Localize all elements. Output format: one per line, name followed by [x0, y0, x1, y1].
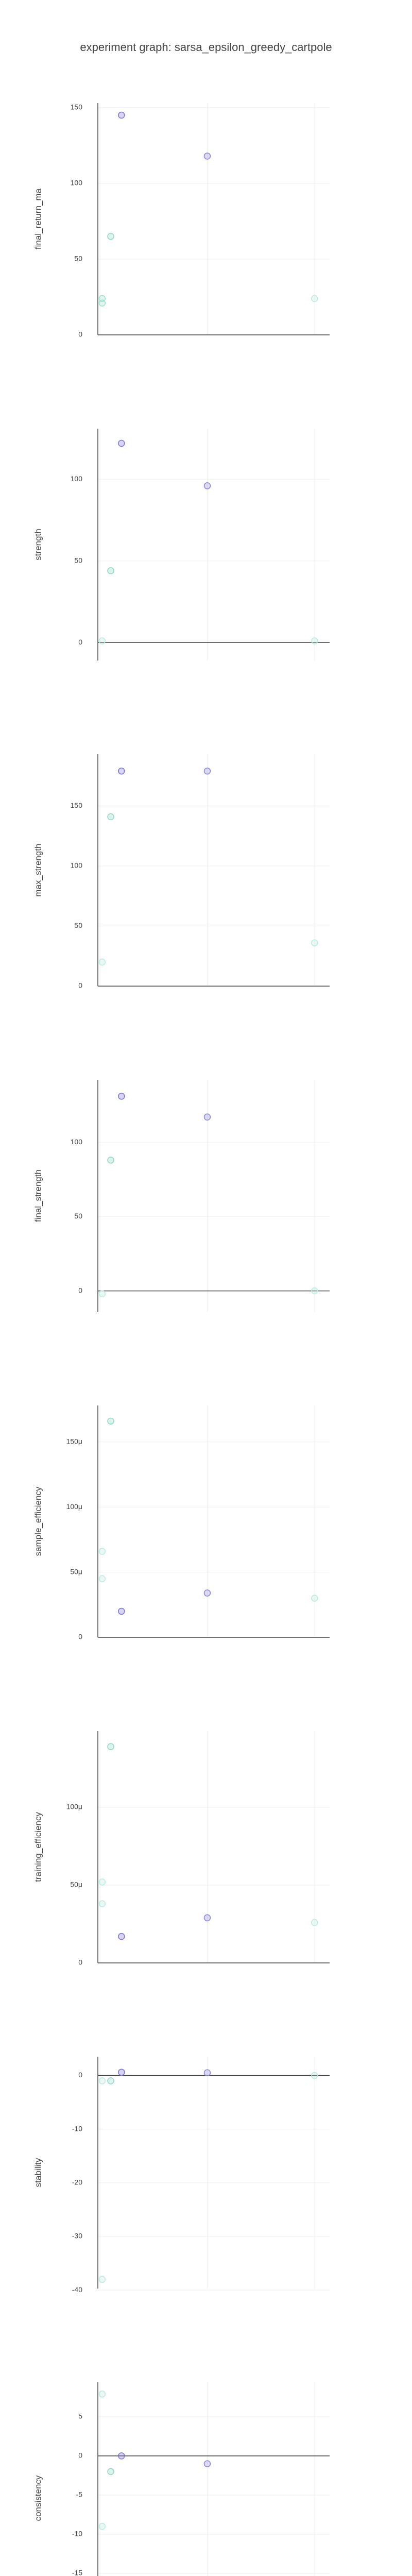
y-tick-label: 150 — [71, 103, 83, 111]
point — [311, 939, 318, 946]
y-tick-label: -20 — [72, 2178, 82, 2186]
y-tick-label: 0 — [78, 1958, 82, 1967]
point — [98, 2276, 106, 2283]
y-axis-label: training_efficiency — [33, 1812, 43, 1882]
y-tick-label: 0 — [78, 1633, 82, 1641]
y-axis-label: sample_efficiency — [33, 1486, 43, 1556]
y-tick-label: -40 — [72, 2285, 82, 2294]
point — [203, 1113, 211, 1121]
point — [118, 2069, 125, 2076]
point — [311, 2072, 318, 2079]
y-tick-label: 50 — [74, 1212, 82, 1220]
point — [98, 1290, 106, 1298]
point — [311, 295, 318, 302]
y-tick-label: 0 — [78, 638, 82, 646]
point — [98, 1878, 106, 1886]
y-tick-label: 150μ — [66, 1437, 82, 1445]
point — [98, 2391, 106, 2398]
point — [98, 2077, 106, 2084]
y-tick-label: -15 — [72, 2569, 82, 2576]
y-tick-label: 5 — [78, 2412, 82, 2420]
point — [98, 1575, 106, 1582]
point — [107, 1417, 114, 1425]
point — [203, 1589, 211, 1597]
point — [203, 482, 211, 489]
y-tick-label: 100 — [71, 861, 83, 870]
point — [107, 1743, 114, 1750]
point — [107, 567, 114, 574]
point — [98, 299, 106, 307]
chart-title: experiment graph: sarsa_epsilon_greedy_c… — [80, 41, 332, 54]
point — [118, 111, 125, 119]
y-tick-label: 0 — [78, 2451, 82, 2460]
y-tick-label: 0 — [78, 981, 82, 990]
y-tick-label: 50μ — [70, 1880, 82, 1889]
point — [98, 637, 106, 645]
y-axis-label: final_strength — [33, 1170, 43, 1222]
point — [203, 2069, 211, 2076]
point — [107, 1157, 114, 1164]
y-tick-label: -5 — [76, 2490, 83, 2499]
y-tick-label: 50 — [74, 556, 82, 564]
point — [98, 1900, 106, 1907]
point — [203, 152, 211, 160]
point — [98, 1548, 106, 1555]
point — [107, 2077, 114, 2084]
y-tick-label: 150 — [71, 801, 83, 809]
y-axis-label: consistency — [33, 2475, 43, 2521]
point — [98, 2522, 106, 2530]
y-axis-label: max_strength — [33, 844, 43, 897]
point — [107, 813, 114, 820]
y-tick-label: 100 — [71, 1138, 83, 1146]
point — [118, 1933, 125, 1940]
point — [98, 958, 106, 966]
y-tick-label: 100μ — [66, 1803, 82, 1811]
point — [203, 1914, 211, 1922]
point — [311, 1595, 318, 1602]
point — [311, 1287, 318, 1295]
y-tick-label: -10 — [72, 2124, 82, 2132]
y-tick-label: 0 — [78, 1286, 82, 1294]
point — [118, 767, 125, 775]
point — [203, 767, 211, 775]
y-tick-label: -30 — [72, 2232, 82, 2240]
y-axis-label: stability — [33, 2158, 43, 2187]
y-tick-label: 0 — [78, 2071, 82, 2079]
point — [118, 1607, 125, 1615]
point — [311, 637, 318, 645]
point — [311, 1919, 318, 1926]
y-tick-label: 0 — [78, 330, 82, 338]
y-tick-label: 50μ — [70, 1567, 82, 1575]
y-axis-label: final_return_ma — [33, 188, 43, 249]
y-tick-label: 100 — [71, 179, 83, 187]
point — [118, 1092, 125, 1100]
y-tick-label: 50 — [74, 921, 82, 929]
point — [118, 2452, 125, 2460]
y-tick-label: 100μ — [66, 1502, 82, 1511]
point — [203, 2460, 211, 2467]
y-tick-label: 50 — [74, 255, 82, 263]
point — [107, 2468, 114, 2476]
point — [107, 233, 114, 240]
y-tick-label: -10 — [72, 2530, 82, 2538]
point — [118, 439, 125, 447]
y-axis-label: strength — [33, 529, 43, 560]
y-tick-label: 100 — [71, 474, 83, 483]
